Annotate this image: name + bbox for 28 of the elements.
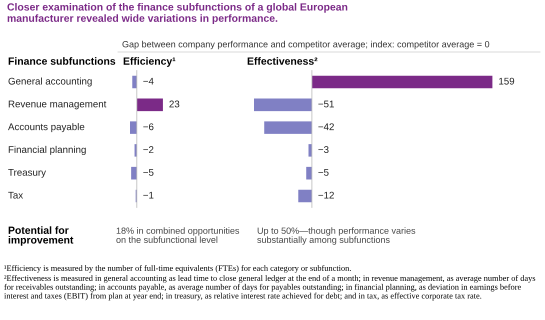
- data-label: −5: [318, 169, 329, 176]
- chart-title: Effectiveness²: [248, 57, 318, 65]
- data-label: −1: [143, 192, 154, 199]
- data-label: −4: [143, 78, 154, 85]
- text: ²Effectiveness is measured in general accounting as lead time to close general ledger at the end of a month; in revenue management, as average number of days for receivables outstanding; in accounts payable, as average number of days for payables outstanding; in financial planning, as deviation in earnings before interest and taxes (EBIT) from plan at year end; in treasury, as relative interest rate achieved for debt; and in tax, as effective corporate tax rate.: [4, 275, 536, 300]
- y-tick-label: Financial planning: [8, 146, 86, 155]
- text: Up to 50%—though performance varies substantially among subfunctions: [257, 227, 416, 245]
- chart-title: Efficiency¹: [124, 57, 176, 67]
- data-label: 23: [169, 100, 180, 108]
- y-tick-label: Tax: [8, 192, 24, 199]
- y-tick-label: Revenue management: [8, 100, 106, 110]
- data-label: −6: [143, 123, 154, 130]
- data-label: −51: [318, 100, 334, 108]
- data-label: −2: [143, 146, 154, 153]
- text: Closer examination of the finance subfunctions of a global European manufacturer revealed wide variations in performance.: [7, 3, 348, 24]
- data-label: −42: [318, 123, 334, 130]
- text: 18% in combined opportunities on the subfunctional level: [116, 227, 240, 243]
- text: Gap between company performance and competitor average; index: competitor average = 0: [122, 40, 490, 50]
- data-label: −3: [318, 146, 329, 154]
- y-tick-label: Treasury: [8, 169, 46, 178]
- data-label: −12: [318, 192, 334, 199]
- y-tick-label: General accounting: [8, 77, 92, 87]
- text: Potential for improvement: [8, 226, 74, 246]
- data-label: 159: [499, 78, 514, 85]
- y-axis-title: Finance subfunctions: [8, 57, 116, 65]
- data-label: −5: [143, 169, 154, 176]
- text: ¹Efficiency is measured by the number of full-time equivalents (FTEs) for each category or subfunction.: [4, 265, 351, 273]
- y-tick-label: Accounts payable: [8, 123, 84, 132]
